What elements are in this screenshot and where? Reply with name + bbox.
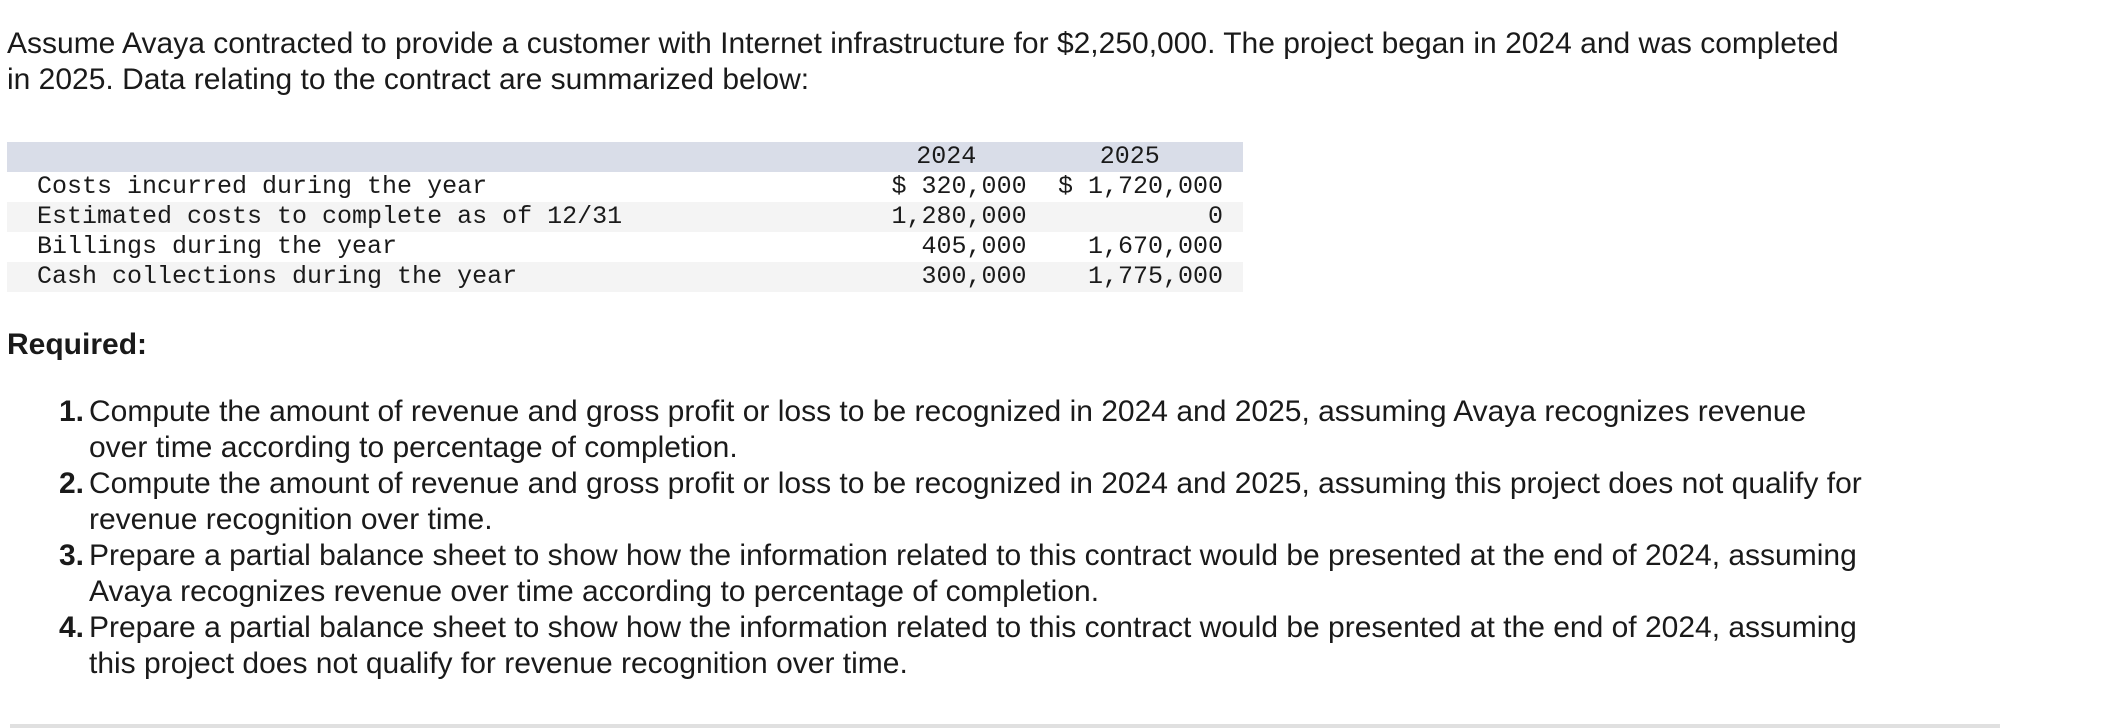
value-2025: 1,775,000 [1087, 262, 1223, 291]
table-row: Billings during the year 405,000 1,670,0… [7, 232, 1243, 262]
row-label: Billings during the year [37, 232, 398, 261]
item-text: Compute the amount of revenue and gross … [89, 467, 1862, 536]
table-row: Costs incurred during the year $ 320,000… [7, 172, 1243, 202]
value-2025: 1,670,000 [1087, 232, 1223, 261]
item-text: Compute the amount of revenue and gross … [89, 395, 1807, 464]
row-label: Cash collections during the year [37, 262, 518, 291]
item-number: 4. [58, 611, 84, 644]
value-2024: 405,000 [921, 232, 1027, 261]
row-label: Costs incurred during the year [37, 172, 488, 201]
header-2025: 2025 [1099, 142, 1160, 171]
intro-paragraph: Assume Avaya contracted to provide a cus… [7, 27, 1839, 96]
item-number: 2. [58, 467, 84, 500]
list-item: 4. Prepare a partial balance sheet to sh… [48, 610, 1868, 682]
item-number: 1. [58, 395, 84, 428]
header-label-cell [7, 142, 866, 172]
header-2024: 2024 [916, 142, 977, 171]
table-row: Cash collections during the year 300,000… [7, 262, 1243, 292]
value-2024: 300,000 [921, 262, 1027, 291]
table-header-row: 2024 2025 [7, 142, 1243, 172]
item-number: 3. [58, 539, 84, 572]
list-item: 1. Compute the amount of revenue and gro… [48, 394, 1868, 466]
value-2024: $ 320,000 [891, 172, 1027, 201]
item-text: Prepare a partial balance sheet to show … [89, 611, 1857, 680]
requirements-list: 1. Compute the amount of revenue and gro… [48, 394, 1868, 682]
required-heading: Required: [7, 328, 148, 361]
contract-data-table: 2024 2025 Costs incurred during the year… [7, 142, 1243, 292]
value-2024: 1,280,000 [891, 202, 1027, 231]
list-item: 3. Prepare a partial balance sheet to sh… [48, 538, 1868, 610]
table-row: Estimated costs to complete as of 12/31 … [7, 202, 1243, 232]
list-item: 2. Compute the amount of revenue and gro… [48, 466, 1868, 538]
item-text: Prepare a partial balance sheet to show … [89, 539, 1857, 608]
value-2025: $ 1,720,000 [1057, 172, 1223, 201]
bottom-divider [10, 724, 2000, 728]
value-2025: 0 [1207, 202, 1223, 231]
row-label: Estimated costs to complete as of 12/31 [37, 202, 623, 231]
